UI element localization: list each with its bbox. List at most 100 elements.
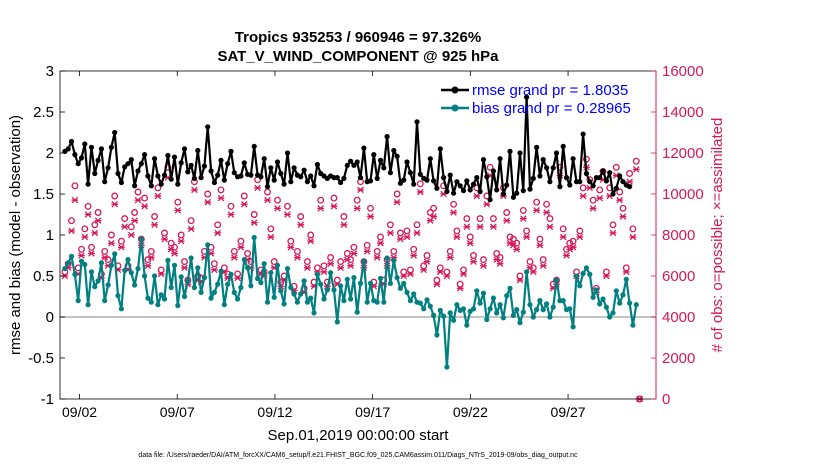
bias-point — [82, 261, 88, 268]
x-tick-label: 09/02 — [62, 404, 97, 420]
obs-possible-marker — [476, 215, 484, 223]
bias-point — [361, 258, 367, 264]
rmse-point — [138, 161, 144, 167]
rmse-point — [135, 168, 141, 174]
rmse-point — [85, 181, 91, 187]
bias-point — [88, 269, 95, 275]
rmse-point — [507, 148, 513, 154]
rmse-point — [477, 188, 483, 195]
bias-point — [138, 236, 144, 242]
obs-assimilated-marker — [453, 233, 461, 241]
obs-possible-marker — [410, 245, 418, 253]
bias-point — [387, 280, 393, 286]
chart-title-line2: SAT_V_WIND_COMPONENT @ 925 hPa — [217, 48, 499, 65]
obs-assimilated-marker — [423, 258, 431, 265]
bias-point — [155, 302, 161, 308]
obs-assimilated-marker — [596, 194, 604, 202]
obs-possible-marker — [466, 233, 474, 241]
rmse-point — [470, 181, 477, 187]
x-tick-label: 09/07 — [160, 404, 195, 420]
x-axis-label: Sep.01,2019 00:00:00 start — [268, 427, 450, 444]
obs-assimilated-marker — [147, 254, 155, 261]
rmse-point — [98, 146, 104, 152]
rmse-point — [118, 179, 124, 186]
bias-point — [72, 271, 78, 277]
obs-possible-marker — [317, 196, 325, 204]
bias-point — [148, 299, 154, 305]
bias-point — [470, 306, 477, 312]
rmse-point — [68, 138, 75, 145]
obs-assimilated-marker — [117, 244, 125, 251]
bias-point — [583, 265, 590, 271]
rmse-point — [367, 178, 374, 184]
obs-assimilated-marker — [420, 266, 428, 274]
bias-point — [298, 291, 304, 297]
obs-possible-marker — [403, 227, 411, 235]
obs-possible-marker — [157, 266, 165, 274]
obs-possible-marker — [68, 217, 75, 225]
obs-possible-marker — [433, 276, 441, 284]
rmse-point — [417, 171, 423, 177]
rmse-point — [288, 179, 294, 185]
bias-point — [627, 300, 633, 306]
bias-point — [377, 275, 384, 282]
obs-assimilated-marker — [516, 276, 524, 284]
obs-assimilated-marker — [460, 270, 467, 278]
obs-possible-marker — [353, 196, 361, 204]
obs-possible-marker — [443, 268, 451, 276]
rmse-point — [414, 119, 420, 125]
bias-point — [447, 310, 453, 316]
bias-point — [132, 282, 138, 288]
rmse-point — [627, 184, 633, 190]
bias-point — [560, 298, 566, 304]
bias-point — [550, 304, 556, 310]
bias-point — [205, 242, 211, 248]
bias-point — [112, 251, 118, 257]
rmse-point — [344, 162, 350, 168]
obs-assimilated-marker — [284, 211, 291, 218]
obs-assimilated-marker — [589, 205, 597, 212]
obs-possible-marker — [420, 262, 428, 270]
bias-point — [102, 298, 108, 304]
bias-point — [175, 302, 181, 309]
rmse-point — [391, 147, 397, 154]
rmse-point — [583, 170, 590, 177]
rmse-point — [474, 175, 480, 181]
obs-possible-marker — [210, 260, 218, 268]
obs-possible-marker — [154, 184, 162, 192]
obs-possible-marker — [94, 209, 102, 216]
left-y-axis-label: rmse and bias (model - observation) — [7, 115, 24, 355]
rmse-point — [357, 175, 364, 181]
obs-possible-marker — [539, 256, 547, 264]
bias-point — [427, 303, 433, 309]
obs-assimilated-marker — [450, 209, 457, 216]
obs-assimilated-marker — [240, 200, 248, 208]
rmse-point — [161, 172, 168, 178]
rmse-point — [95, 157, 101, 163]
rmse-point — [427, 156, 433, 162]
obs-assimilated-marker — [377, 239, 384, 247]
bias-point — [540, 307, 546, 313]
rmse-point — [397, 180, 403, 186]
rmse-point — [105, 165, 111, 171]
obs-assimilated-marker — [523, 233, 530, 241]
rmse-point — [185, 169, 191, 175]
rmse-point — [251, 143, 257, 149]
chart-title-line1: Tropics 935253 / 960946 = 97.326% — [235, 29, 481, 46]
obs-possible-marker — [493, 250, 501, 257]
rmse-point — [381, 165, 387, 171]
obs-possible-marker — [496, 254, 504, 261]
bias-point — [617, 300, 623, 306]
obs-possible-marker — [622, 264, 630, 272]
rmse-point — [467, 187, 473, 193]
bias-point — [417, 300, 423, 306]
obs-assimilated-marker — [154, 192, 162, 200]
bias-point — [600, 296, 606, 302]
obs-possible-marker — [609, 221, 617, 229]
rmse-point — [258, 174, 264, 180]
bias-point — [487, 306, 493, 312]
bias-point — [460, 306, 467, 312]
rmse-point — [264, 184, 271, 190]
obs-possible-marker — [230, 247, 238, 255]
bias-point — [311, 310, 317, 316]
